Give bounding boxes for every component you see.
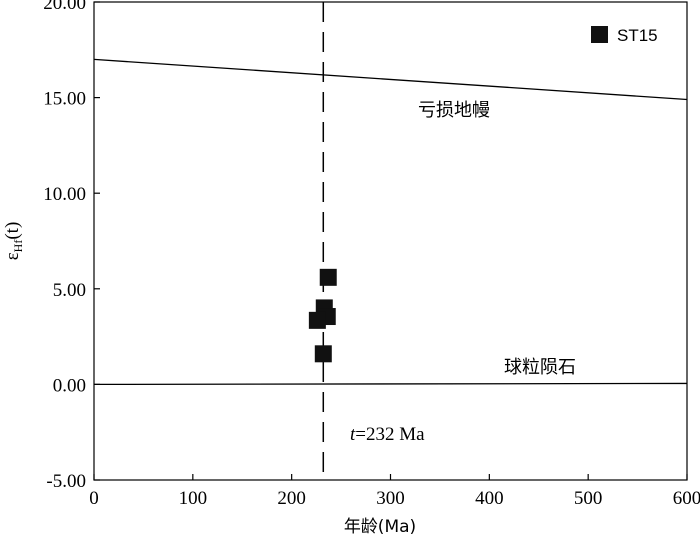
data-point — [308, 311, 326, 329]
y-axis-ticks: 20.00 15.00 10.00 5.00 0.00 -5.00 — [43, 0, 100, 492]
y-axis-title-tail: (t) — [2, 222, 23, 240]
x-tick-label: 300 — [376, 488, 405, 509]
x-axis-title: 年龄(Ma) — [344, 517, 416, 537]
y-axis-title-epsilon: ε — [2, 252, 23, 260]
depleted-mantle-label: 亏损地幔 — [418, 100, 490, 121]
y-axis-title: εHf(t) — [2, 222, 25, 261]
age-annotation: t=232 Ma — [350, 424, 425, 445]
x-tick-label: 600 — [673, 488, 700, 509]
reference-lines — [93, 58, 688, 386]
x-tick-label: 400 — [475, 488, 504, 509]
x-tick-label: 0 — [89, 488, 99, 509]
y-tick-label: 10.00 — [43, 184, 86, 205]
x-tick-label: 100 — [179, 488, 208, 509]
reference-line — [93, 58, 688, 101]
data-point — [314, 345, 332, 363]
data-points — [308, 268, 337, 363]
y-tick-label: 5.00 — [53, 280, 86, 301]
reference-line — [93, 382, 688, 386]
age-annotation-variable: t — [350, 424, 356, 445]
plot-frame — [93, 1, 688, 481]
x-axis-ticks: 0 100 200 300 400 500 600 — [89, 474, 700, 509]
y-axis-title-subscript: Hf — [11, 240, 25, 253]
y-tick-label: 20.00 — [43, 0, 86, 14]
chondrite-label: 球粒陨石 — [504, 357, 576, 378]
x-tick-label: 200 — [277, 488, 306, 509]
x-tick-label: 500 — [574, 488, 603, 509]
legend-marker-square — [591, 26, 608, 43]
legend-label: ST15 — [617, 26, 658, 45]
y-tick-label: 0.00 — [53, 375, 86, 396]
data-point — [319, 268, 337, 286]
age-annotation-value: =232 Ma — [355, 424, 425, 445]
y-tick-label: 15.00 — [43, 89, 86, 110]
y-tick-label: -5.00 — [46, 471, 86, 492]
